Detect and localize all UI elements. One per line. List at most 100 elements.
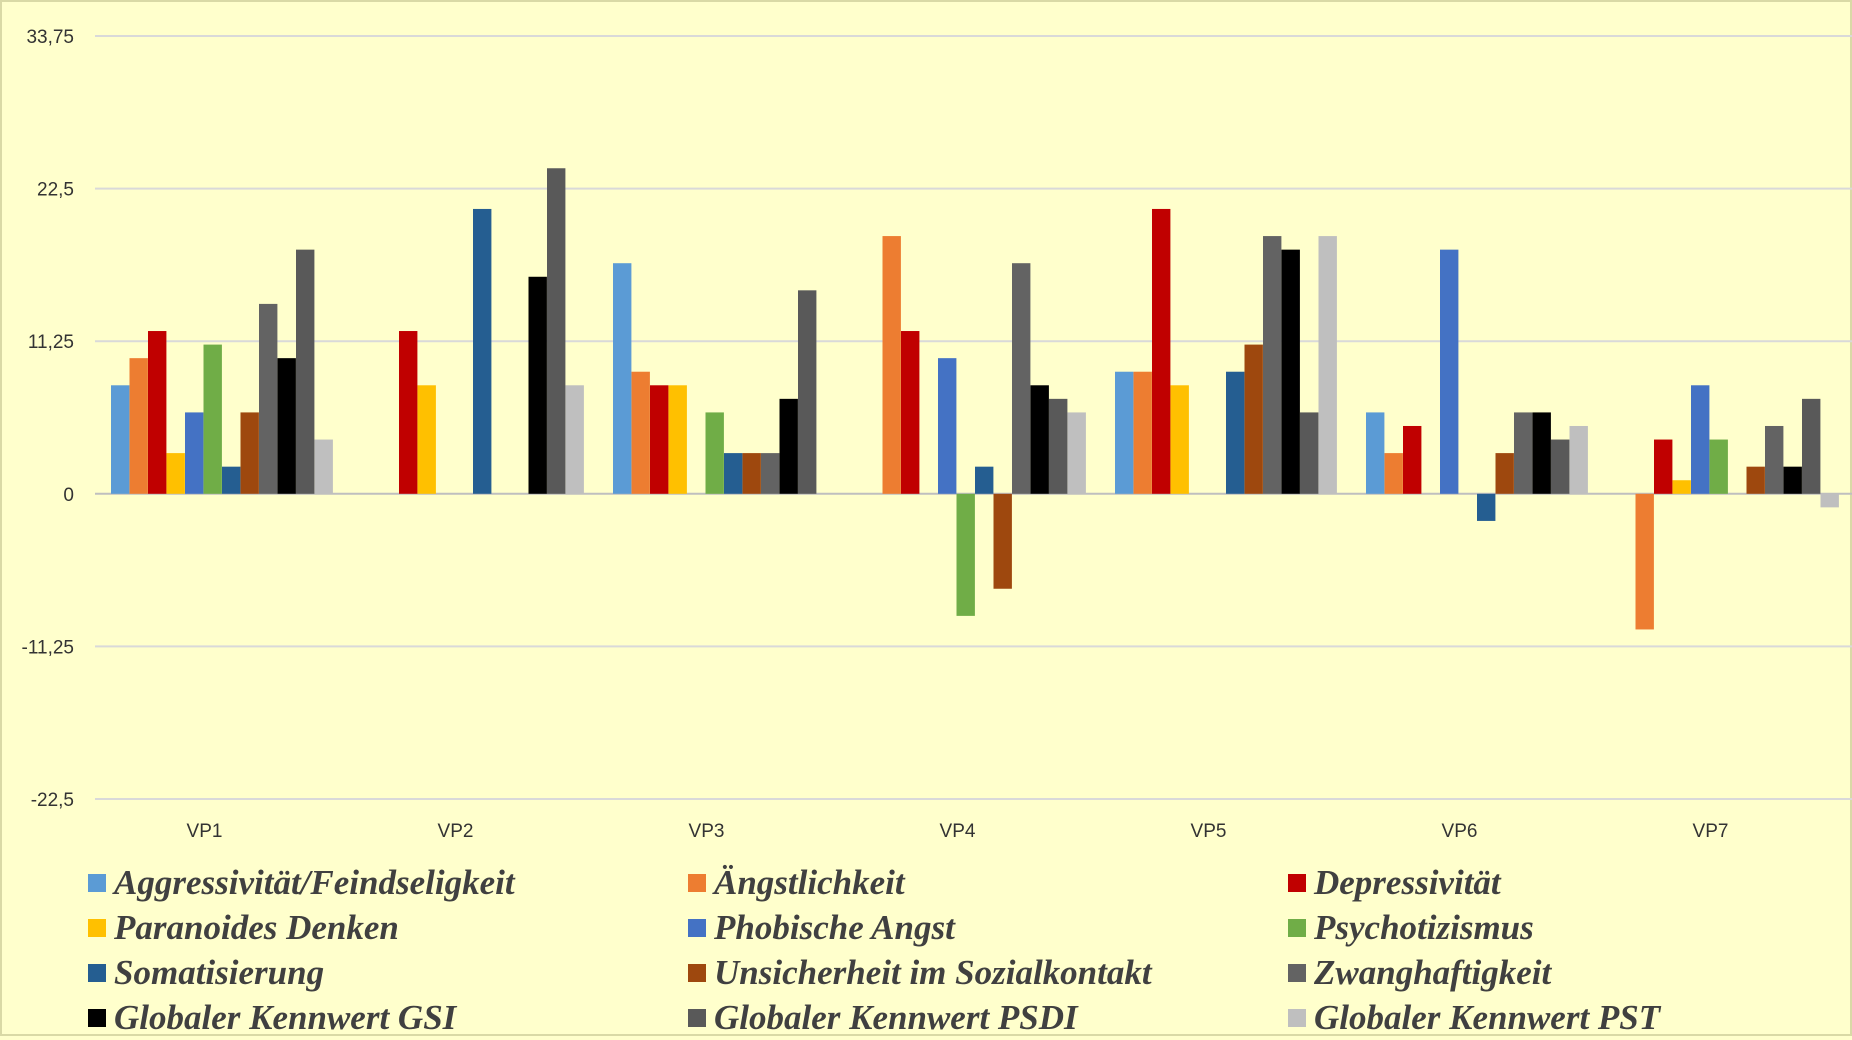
bar-vp7-series-3	[1654, 439, 1673, 494]
bar-vp5-series-1	[1115, 371, 1134, 494]
legend-swatch	[688, 1008, 706, 1027]
bar-vp3-series-7	[724, 453, 743, 494]
legend-label: Zwanghaftigkeit	[1314, 952, 1552, 992]
bar-vp5-series-11	[1300, 412, 1319, 494]
bar-vp2-series-7	[473, 208, 492, 494]
legend-item: Globaler Kennwert PST	[1288, 995, 1848, 1040]
bar-vp6-series-5	[1440, 249, 1459, 494]
bar-vp4-series-2	[882, 236, 901, 494]
category-label: VP1	[187, 821, 223, 842]
y-tick-label: 11,25	[28, 332, 74, 353]
bar-vp4-series-8	[993, 493, 1012, 589]
legend-item: Phobische Angst	[688, 905, 1288, 950]
bar-vp7-series-8	[1746, 466, 1765, 494]
bar-vp2-series-10	[528, 276, 547, 494]
bar-vp4-series-9	[1012, 263, 1031, 494]
legend-swatch	[1288, 1008, 1306, 1027]
bar-vp6-series-7	[1477, 493, 1496, 521]
legend-item: Paranoides Denken	[88, 905, 688, 950]
bar-vp3-series-6	[705, 412, 724, 494]
bar-vp1-series-2	[129, 358, 148, 494]
bar-vp1-series-4	[166, 453, 185, 494]
legend-label: Ängstlichkeit	[714, 862, 905, 902]
bar-vp4-series-5	[938, 358, 957, 494]
category-label: VP2	[438, 821, 474, 842]
bar-vp3-series-2	[631, 371, 650, 494]
legend: Aggressivität/Feindseligkeit Ängstlichkei…	[88, 860, 1848, 1038]
legend-item: Zwanghaftigkeit	[1288, 950, 1848, 995]
category-label: VP3	[689, 821, 725, 842]
bar-vp7-series-5	[1691, 385, 1710, 494]
bar-vp1-series-8	[240, 412, 259, 494]
y-tick-label: 33,75	[26, 27, 74, 48]
bar-vp7-series-4	[1672, 480, 1691, 494]
legend-item: Unsicherheit im Sozialkontakt	[688, 950, 1288, 995]
legend-swatch	[1288, 918, 1306, 937]
bar-vp4-series-12	[1067, 412, 1086, 494]
bar-vp4-series-7	[975, 466, 994, 494]
bar-vp3-series-10	[779, 398, 798, 494]
bar-vp1-series-11	[296, 249, 315, 494]
bar-vp5-series-3	[1152, 208, 1171, 494]
y-axis-ticks: 33,75 22,5 11,25 0 -11,25 -22,5	[22, 27, 74, 811]
bar-vp1-series-10	[277, 358, 296, 494]
bar-vp5-series-10	[1281, 249, 1300, 494]
bar-vp5-series-2	[1133, 371, 1152, 494]
legend-swatch	[1288, 873, 1306, 892]
legend-swatch	[688, 873, 706, 892]
legend-item: Ängstlichkeit	[688, 860, 1288, 905]
bar-vp1-series-5	[185, 412, 204, 494]
bar-vp5-series-7	[1226, 371, 1245, 494]
y-tick-label: 22,5	[37, 180, 74, 201]
bar-vp3-series-3	[650, 385, 669, 494]
bar-vp6-series-8	[1495, 453, 1514, 494]
category-label: VP6	[1442, 821, 1478, 842]
bar-vp6-series-9	[1514, 412, 1533, 494]
bar-vp5-series-9	[1263, 236, 1282, 494]
legend-swatch	[688, 963, 706, 982]
bar-vp2-series-4	[417, 385, 436, 494]
bar-vp7-series-11	[1802, 398, 1821, 494]
legend-item: Globaler Kennwert PSDI	[688, 995, 1288, 1040]
bar-vp4-series-6	[956, 493, 975, 616]
legend-item: Globaler Kennwert GSI	[88, 995, 688, 1040]
category-label: VP4	[940, 821, 976, 842]
legend-item: Psychotizismus	[1288, 905, 1848, 950]
bar-vp1-series-9	[259, 303, 278, 494]
bar-vp5-series-12	[1318, 236, 1337, 494]
bar-vp2-series-12	[565, 385, 584, 494]
legend-swatch	[688, 918, 706, 937]
category-label: VP7	[1693, 821, 1729, 842]
bar-vp7-series-9	[1765, 425, 1784, 494]
bar-vp2-series-11	[547, 168, 566, 494]
legend-label: Globaler Kennwert PST	[1314, 997, 1661, 1037]
bar-vp7-series-12	[1820, 493, 1839, 508]
bar-vp4-series-3	[901, 331, 920, 494]
bar-vp6-series-2	[1384, 453, 1403, 494]
bar-vp3-series-11	[798, 290, 817, 494]
bar-vp7-series-6	[1709, 439, 1728, 494]
legend-label: Globaler Kennwert GSI	[114, 997, 457, 1037]
gridlines	[95, 35, 1852, 800]
bar-vp3-series-1	[613, 263, 632, 494]
bar-vp3-series-4	[668, 385, 687, 494]
bar-vp1-series-7	[222, 466, 241, 494]
legend-item: Somatisierung	[88, 950, 688, 995]
y-tick-label: -11,25	[22, 637, 74, 658]
legend-label: Phobische Angst	[714, 907, 955, 947]
legend-label: Unsicherheit im Sozialkontakt	[714, 952, 1152, 992]
legend-swatch	[88, 1008, 106, 1027]
y-tick-label: -22,5	[31, 790, 74, 811]
legend-label: Aggressivität/Feindseligkeit	[114, 862, 515, 902]
legend-swatch	[88, 963, 106, 982]
bars	[111, 168, 1839, 630]
category-label: VP5	[1191, 821, 1227, 842]
bar-vp1-series-3	[148, 331, 167, 494]
bar-vp7-series-10	[1783, 466, 1802, 494]
bar-vp3-series-9	[761, 453, 780, 494]
bar-vp5-series-8	[1244, 344, 1263, 494]
bar-vp6-series-11	[1551, 439, 1570, 494]
bar-vp2-series-3	[399, 331, 418, 494]
